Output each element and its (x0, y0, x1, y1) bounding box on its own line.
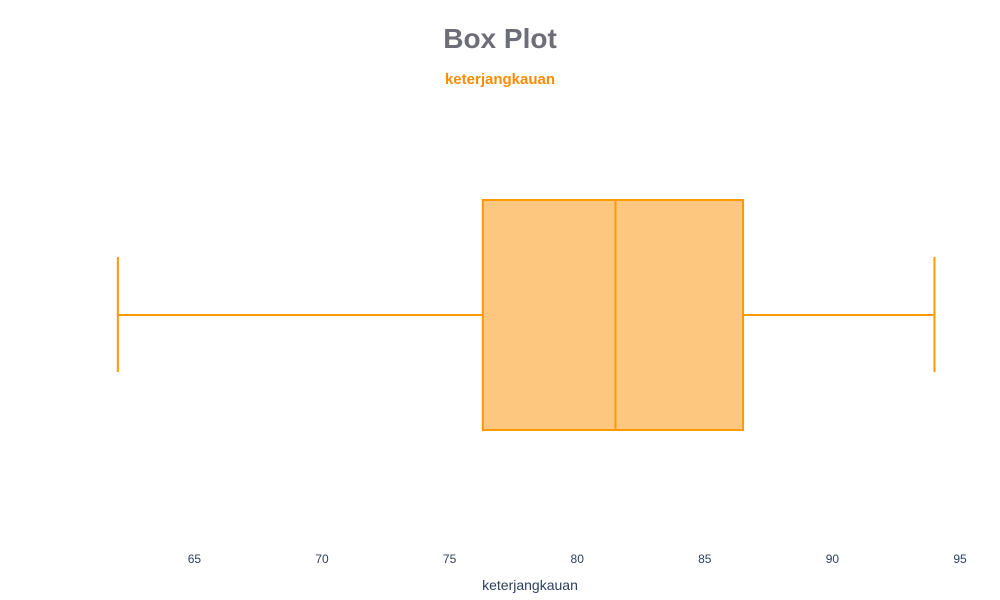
x-axis-label: keterjangkauan (482, 577, 578, 593)
x-tick-label: 75 (443, 552, 457, 566)
x-tick-label: 70 (315, 552, 329, 566)
plot-area (116, 199, 936, 431)
chart-subtitle: keterjangkauan (445, 71, 555, 88)
interquartile-box (481, 199, 745, 431)
chart-title: Box Plot (443, 23, 557, 54)
x-tick-label: 80 (571, 552, 585, 566)
x-tick-label: 65 (188, 552, 202, 566)
x-axis-ticks: 65 70 75 80 85 90 95 (188, 552, 967, 566)
x-tick-label: 95 (953, 552, 967, 566)
x-tick-label: 85 (698, 552, 712, 566)
x-tick-label: 90 (826, 552, 840, 566)
